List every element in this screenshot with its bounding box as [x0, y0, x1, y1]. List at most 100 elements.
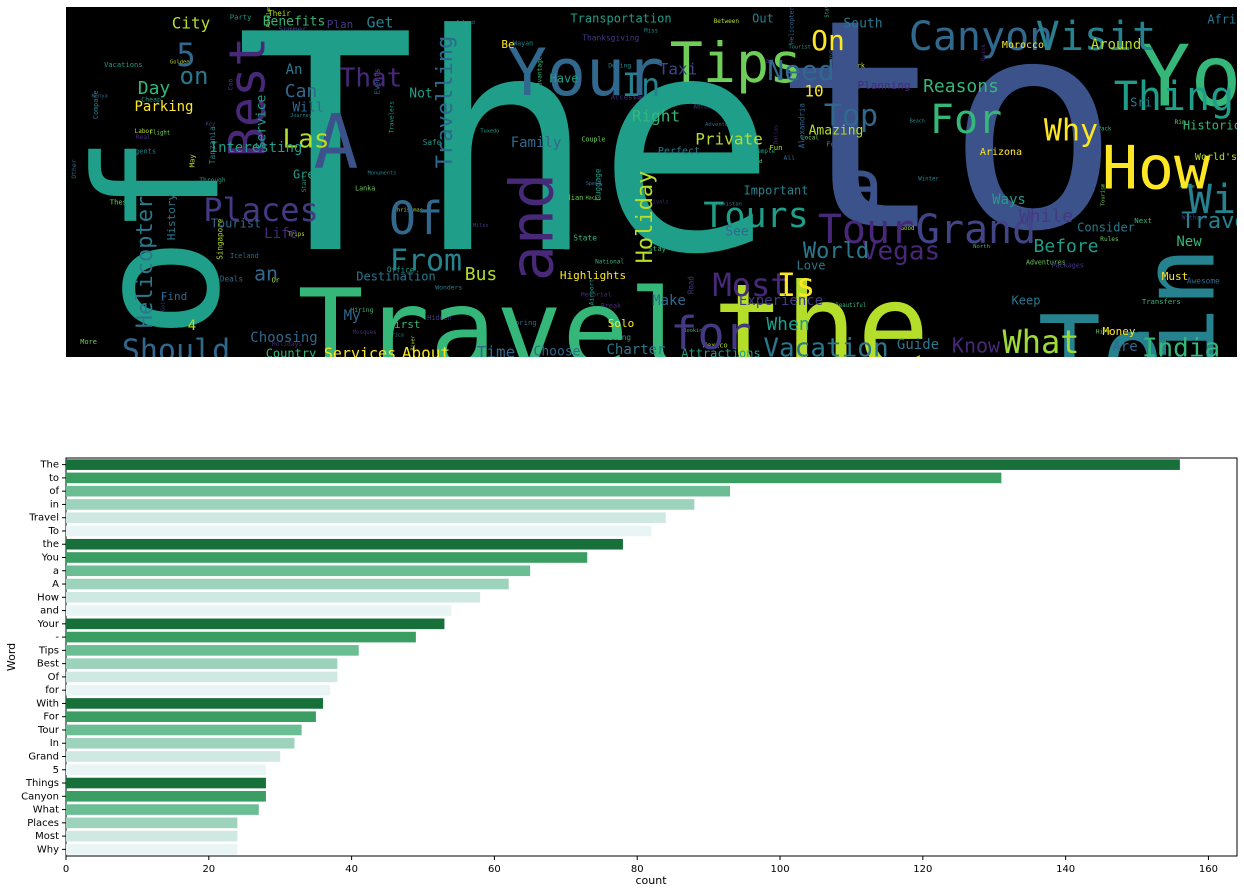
cloud-small-word: Peace	[1007, 202, 1015, 222]
cloud-word: Visit	[1036, 14, 1156, 60]
x-tick-labels: 0 20 40 60 80 100 120 140 160	[63, 856, 1218, 875]
cloud-word: You	[1139, 27, 1237, 126]
y-tick-label: In	[50, 738, 59, 749]
cloud-word: Travelling	[433, 36, 458, 168]
cloud-small-word: Safe	[423, 138, 442, 147]
cloud-small-word: Going	[161, 295, 167, 311]
cloud-word: Keep	[1012, 294, 1041, 308]
bar	[66, 631, 416, 643]
cloud-word: Interesting	[210, 140, 303, 156]
cloud-small-word: Summer	[279, 25, 307, 34]
cloud-small-word: More	[80, 338, 97, 346]
cloud-small-word: Egypt	[331, 185, 339, 205]
cloud-word: Need	[767, 54, 834, 87]
cloud-word: Grand	[916, 207, 1036, 253]
cloud-word: Family	[511, 135, 562, 151]
cloud-word: The	[235, 7, 777, 320]
cloud-word: India	[1142, 334, 1220, 358]
plot-area	[65, 457, 1238, 857]
cloud-small-word: Dream	[683, 153, 699, 159]
cloud-word: Destination	[356, 270, 435, 284]
cloud-small-word: Temple	[754, 149, 776, 155]
cloud-small-word: Quick	[981, 44, 987, 61]
cloud-small-word: Island	[456, 20, 475, 26]
cloud-word: Must	[1162, 270, 1189, 283]
x-tick-label: 60	[488, 864, 501, 875]
y-tick-label: Grand	[28, 752, 59, 763]
bar	[66, 645, 359, 656]
cloud-small-word: Compare	[92, 90, 100, 119]
bar	[66, 764, 266, 776]
cloud-word: Plan	[327, 18, 354, 31]
word-cloud-background	[66, 7, 1237, 357]
cloud-small-word: Dubai	[999, 150, 1015, 156]
bar	[66, 817, 238, 829]
y-tick-label: How	[37, 592, 59, 603]
cloud-word: Right	[632, 107, 680, 126]
cloud-small-word: Hidden	[427, 314, 452, 322]
y-tick-label: in	[50, 499, 59, 510]
cloud-small-word: Deals	[220, 275, 243, 284]
y-tick-label: For	[43, 712, 60, 723]
cloud-small-word: Luggage	[594, 168, 603, 201]
y-tick-label: to	[49, 473, 59, 484]
y-tick-label: You	[41, 553, 59, 564]
cloud-word: Helicopter	[133, 196, 158, 328]
cloud-small-word: Airport	[588, 279, 595, 306]
cloud-word: Know	[952, 334, 1001, 358]
cloud-word: Money	[1102, 325, 1135, 338]
cloud-word: Planning	[858, 79, 911, 92]
cloud-small-word: Adventure	[705, 122, 735, 128]
bar	[66, 605, 452, 616]
y-tick-label: Why	[37, 844, 59, 855]
word-cloud-small-words: Festivals Spend Temple Visa Park Summer Tanzan…	[70, 7, 1220, 351]
bar	[66, 684, 331, 696]
cloud-small-word: Cheap	[141, 95, 161, 103]
cloud-word: How	[1102, 134, 1211, 204]
cloud-word: Of	[389, 192, 443, 245]
bar	[66, 618, 445, 630]
cloud-small-word: Kenya	[92, 93, 108, 99]
cloud-small-word: Other	[70, 159, 78, 178]
y-tick-label: 5	[53, 765, 59, 776]
y-tick-label: With	[36, 698, 59, 709]
cloud-word: Choosing	[250, 330, 317, 346]
cloud-small-word: Events	[373, 69, 382, 95]
cloud-word: Your	[508, 36, 665, 111]
cloud-word: To	[1038, 294, 1164, 357]
y-tick-label: of	[49, 486, 59, 497]
cloud-word: for	[670, 307, 751, 357]
bar	[66, 844, 238, 855]
cloud-small-word: Here's	[744, 214, 752, 238]
cloud-small-word: Their	[268, 9, 291, 18]
cloud-word: Before	[1033, 236, 1098, 257]
cloud-small-word: Helicopters	[789, 7, 796, 44]
cloud-word: A	[313, 98, 358, 186]
cloud-small-word: Golden	[170, 59, 189, 65]
cloud-word: Services	[324, 345, 396, 358]
cloud-word: In	[622, 66, 661, 104]
cloud-word: Should	[122, 334, 230, 358]
cloud-word: Important	[743, 184, 808, 198]
bar	[66, 777, 266, 789]
cloud-small-word: Monuments	[368, 170, 397, 176]
cloud-word: Canyon	[909, 14, 1054, 60]
cloud-word: World	[803, 239, 869, 264]
cloud-small-word: Cab	[226, 79, 234, 91]
cloud-word: Traveling	[1181, 209, 1237, 234]
y-tick-label: and	[40, 606, 59, 617]
cloud-word: For	[930, 97, 1002, 143]
cloud-small-word: Tuxedo	[481, 129, 500, 135]
bar	[66, 671, 338, 683]
cloud-small-word: Advantages	[537, 52, 544, 90]
y-tick-label: Places	[27, 818, 59, 829]
cloud-word: Sri	[1130, 96, 1152, 110]
cloud-word: Day	[138, 78, 171, 99]
cloud-word: Highlights	[560, 269, 626, 282]
bar	[66, 737, 295, 749]
cloud-word: On	[811, 24, 845, 57]
cloud-word: Have	[550, 72, 579, 86]
cloud-word: 10	[804, 82, 823, 101]
bar	[66, 751, 281, 762]
cloud-word: Guide	[897, 337, 939, 353]
